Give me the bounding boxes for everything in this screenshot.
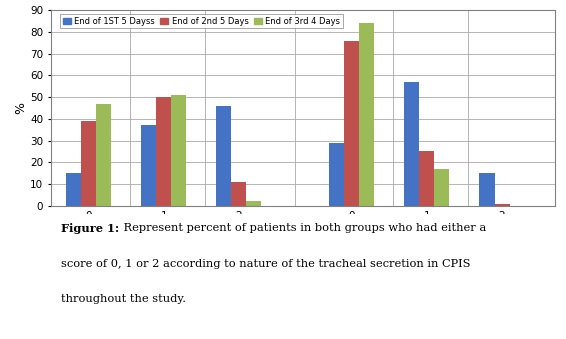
Text: Represent percent of patients in both groups who had either a: Represent percent of patients in both gr… — [121, 223, 487, 233]
Text: Figure 1:: Figure 1: — [61, 223, 119, 234]
Bar — [156, 97, 171, 206]
Bar — [171, 95, 186, 206]
Bar — [495, 204, 509, 206]
Bar — [419, 152, 434, 206]
Bar — [66, 173, 81, 206]
Text: throughout the study.: throughout the study. — [61, 294, 186, 304]
Bar — [216, 106, 231, 206]
Bar — [359, 23, 374, 206]
Legend: End of 1ST 5 Dayss, End of 2nd 5 Days, End of 3rd 4 Days: End of 1ST 5 Dayss, End of 2nd 5 Days, E… — [60, 14, 343, 28]
Bar — [81, 121, 96, 206]
Text: Group A: Group A — [143, 234, 185, 244]
Bar — [246, 201, 261, 206]
Bar — [479, 173, 495, 206]
Bar — [404, 82, 419, 206]
Bar — [231, 182, 246, 206]
Text: Group B: Group B — [406, 234, 448, 244]
Bar — [344, 41, 359, 206]
Y-axis label: %: % — [14, 102, 27, 114]
X-axis label: Tracheal secretion: Tracheal secretion — [249, 240, 357, 253]
Bar — [96, 104, 111, 206]
Bar — [329, 143, 344, 206]
Bar — [434, 169, 449, 206]
Bar — [141, 125, 156, 206]
Text: score of 0, 1 or 2 according to nature of the tracheal secretion in CPIS: score of 0, 1 or 2 according to nature o… — [61, 259, 470, 269]
